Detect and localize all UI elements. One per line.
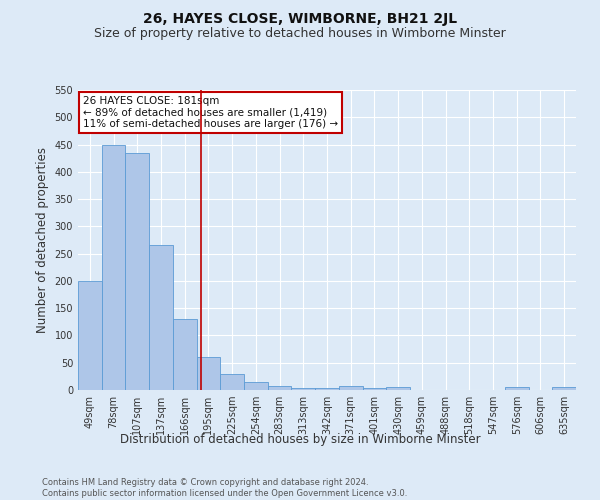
Text: 26, HAYES CLOSE, WIMBORNE, BH21 2JL: 26, HAYES CLOSE, WIMBORNE, BH21 2JL (143, 12, 457, 26)
Bar (197, 358, 220, 390)
Bar (149, 246, 173, 390)
Y-axis label: Number of detached properties: Number of detached properties (36, 147, 49, 333)
Bar (505, 388, 529, 390)
Bar (386, 388, 410, 390)
Text: Distribution of detached houses by size in Wimborne Minster: Distribution of detached houses by size … (119, 432, 481, 446)
Bar (362, 388, 386, 390)
Bar (220, 374, 244, 390)
Bar (552, 388, 576, 390)
Text: Size of property relative to detached houses in Wimborne Minster: Size of property relative to detached ho… (94, 28, 506, 40)
Bar (173, 319, 197, 390)
Bar (315, 388, 339, 390)
Text: Contains HM Land Registry data © Crown copyright and database right 2024.
Contai: Contains HM Land Registry data © Crown c… (42, 478, 407, 498)
Bar (268, 386, 292, 390)
Bar (125, 152, 149, 390)
Bar (244, 382, 268, 390)
Bar (292, 388, 315, 390)
Bar (78, 281, 102, 390)
Text: 26 HAYES CLOSE: 181sqm
← 89% of detached houses are smaller (1,419)
11% of semi-: 26 HAYES CLOSE: 181sqm ← 89% of detached… (83, 96, 338, 129)
Bar (102, 144, 125, 390)
Bar (339, 386, 362, 390)
